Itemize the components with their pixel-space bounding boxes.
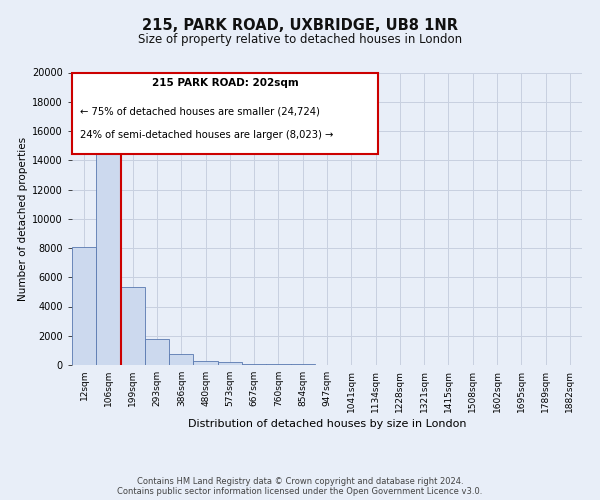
Text: 215, PARK ROAD, UXBRIDGE, UB8 1NR: 215, PARK ROAD, UXBRIDGE, UB8 1NR bbox=[142, 18, 458, 32]
Text: Contains public sector information licensed under the Open Government Licence v3: Contains public sector information licen… bbox=[118, 486, 482, 496]
FancyBboxPatch shape bbox=[72, 72, 378, 154]
Bar bbox=[218, 362, 242, 365]
Bar bbox=[266, 364, 290, 365]
Bar bbox=[169, 354, 193, 365]
Bar bbox=[193, 360, 218, 365]
Y-axis label: Number of detached properties: Number of detached properties bbox=[18, 136, 28, 301]
Bar bbox=[96, 124, 121, 365]
Text: Size of property relative to detached houses in London: Size of property relative to detached ho… bbox=[138, 32, 462, 46]
Text: ← 75% of detached houses are smaller (24,724): ← 75% of detached houses are smaller (24… bbox=[80, 106, 320, 116]
Bar bbox=[121, 288, 145, 365]
Bar bbox=[72, 246, 96, 365]
Bar bbox=[290, 364, 315, 365]
Bar bbox=[145, 340, 169, 365]
Bar bbox=[242, 364, 266, 365]
Text: Contains HM Land Registry data © Crown copyright and database right 2024.: Contains HM Land Registry data © Crown c… bbox=[137, 476, 463, 486]
X-axis label: Distribution of detached houses by size in London: Distribution of detached houses by size … bbox=[188, 419, 466, 429]
Text: 24% of semi-detached houses are larger (8,023) →: 24% of semi-detached houses are larger (… bbox=[80, 130, 333, 140]
Text: 215 PARK ROAD: 202sqm: 215 PARK ROAD: 202sqm bbox=[152, 78, 298, 88]
